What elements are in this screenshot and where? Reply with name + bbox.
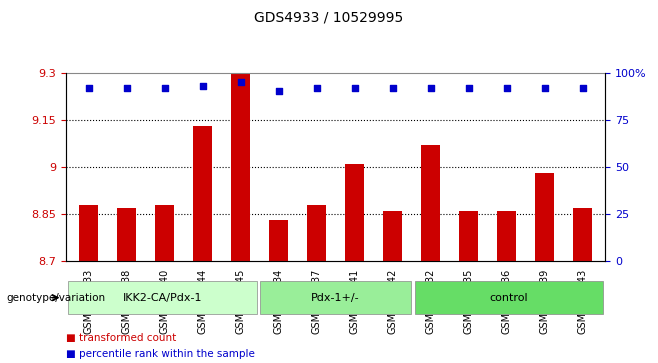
Point bbox=[273, 89, 284, 94]
Bar bbox=[535, 173, 554, 261]
Point bbox=[236, 79, 246, 85]
Text: control: control bbox=[490, 293, 528, 303]
Point bbox=[311, 85, 322, 91]
Point bbox=[349, 85, 360, 91]
FancyBboxPatch shape bbox=[415, 281, 603, 314]
Point bbox=[540, 85, 550, 91]
Text: ■ percentile rank within the sample: ■ percentile rank within the sample bbox=[66, 349, 255, 359]
Bar bbox=[497, 211, 516, 261]
Point bbox=[197, 83, 208, 89]
FancyBboxPatch shape bbox=[68, 281, 257, 314]
Bar bbox=[383, 211, 402, 261]
Point bbox=[501, 85, 512, 91]
Point bbox=[121, 85, 132, 91]
Bar bbox=[269, 220, 288, 261]
Bar bbox=[231, 73, 250, 261]
Text: GDS4933 / 10529995: GDS4933 / 10529995 bbox=[255, 11, 403, 25]
Text: Pdx-1+/-: Pdx-1+/- bbox=[311, 293, 360, 303]
Text: ■ transformed count: ■ transformed count bbox=[66, 333, 176, 343]
Point bbox=[388, 85, 398, 91]
Bar bbox=[345, 164, 364, 261]
Bar bbox=[193, 126, 212, 261]
Bar bbox=[421, 145, 440, 261]
Bar bbox=[155, 205, 174, 261]
Bar bbox=[307, 205, 326, 261]
Point bbox=[577, 85, 588, 91]
FancyBboxPatch shape bbox=[261, 281, 411, 314]
Point bbox=[159, 85, 170, 91]
Bar bbox=[459, 211, 478, 261]
Bar bbox=[573, 208, 592, 261]
Bar bbox=[117, 208, 136, 261]
Point bbox=[425, 85, 436, 91]
Point bbox=[84, 85, 94, 91]
Point bbox=[463, 85, 474, 91]
Bar bbox=[79, 205, 98, 261]
Text: genotype/variation: genotype/variation bbox=[7, 293, 106, 303]
Text: IKK2-CA/Pdx-1: IKK2-CA/Pdx-1 bbox=[122, 293, 202, 303]
